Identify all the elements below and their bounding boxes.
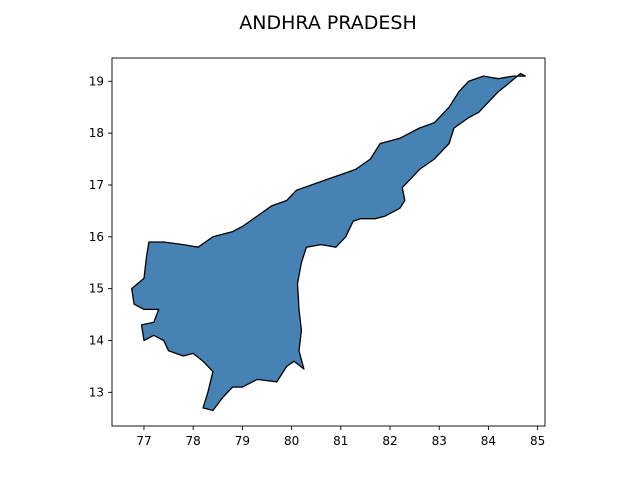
x-tick-label: 84 (481, 434, 496, 448)
x-tick-label: 82 (382, 434, 397, 448)
axes-frame (111, 57, 546, 427)
x-tick-label: 78 (186, 434, 201, 448)
x-axis: 77 78 79 80 81 82 83 84 85 (136, 426, 545, 448)
y-axis: 13 14 15 16 17 18 19 (89, 74, 112, 399)
y-tick-label: 16 (89, 230, 104, 244)
chart-title: ANDHRA PRADESH (239, 12, 416, 34)
x-tick-label: 79 (235, 434, 250, 448)
y-tick-label: 19 (89, 74, 104, 88)
x-tick-label: 80 (284, 434, 299, 448)
andhra-pradesh-region (131, 72, 526, 412)
y-tick-label: 14 (89, 333, 104, 347)
y-tick-label: 18 (89, 126, 104, 140)
x-tick-label: 83 (432, 434, 447, 448)
plot-area (111, 57, 546, 427)
y-tick-label: 17 (89, 178, 104, 192)
y-tick-label: 15 (89, 282, 104, 296)
y-tick-label: 13 (89, 385, 104, 399)
x-tick-label: 77 (136, 434, 151, 448)
x-tick-label: 81 (333, 434, 348, 448)
x-tick-label: 85 (530, 434, 545, 448)
